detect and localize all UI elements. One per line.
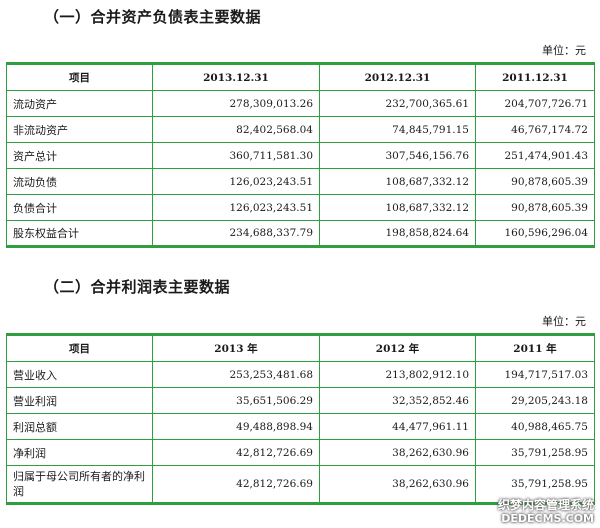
balance-sheet-unit: 单位：元 (542, 44, 586, 57)
table-row: 利润总额 49,488,898.94 44,477,961.11 40,988,… (6, 413, 595, 440)
watermark: 织梦内容管理系统 DEDECMS.COM (498, 498, 594, 526)
header-2012: 2012 年 (319, 334, 476, 362)
cell-value: 307,546,156.76 (319, 142, 476, 169)
table-row: 非流动资产 82,402,568.04 74,845,791.15 46,767… (6, 116, 595, 143)
cell-value: 278,309,013.26 (152, 90, 320, 117)
table-row: 股东权益合计 234,688,337.79 198,858,824.64 160… (6, 220, 595, 247)
income-statement-title: （二）合并利润表主要数据 (44, 278, 231, 296)
table-row: 净利润 42,812,726.69 38,262,630.96 35,791,2… (6, 439, 595, 466)
cell-value: 234,688,337.79 (152, 220, 320, 247)
row-label: 净利润 (6, 439, 153, 466)
row-label: 流动负债 (6, 168, 153, 195)
row-label: 股东权益合计 (6, 220, 153, 247)
cell-value: 198,858,824.64 (319, 220, 476, 247)
cell-value: 40,988,465.75 (475, 413, 595, 440)
income-statement-table: 项目 2013 年 2012 年 2011 年 营业收入 253,253,481… (6, 333, 595, 505)
watermark-line-1: 织梦内容管理系统 (497, 498, 594, 512)
row-label: 归属于母公司所有者的净利润 (6, 465, 153, 504)
cell-value: 251,474,901.43 (475, 142, 595, 169)
cell-value: 49,488,898.94 (152, 413, 320, 440)
row-label: 营业收入 (6, 361, 153, 388)
cell-value: 232,700,365.61 (319, 90, 476, 117)
cell-value: 253,253,481.68 (152, 361, 320, 388)
table-header-row: 项目 2013 年 2012 年 2011 年 (6, 334, 595, 362)
cell-value: 35,791,258.95 (475, 465, 595, 504)
table-row: 营业收入 253,253,481.68 213,802,912.10 194,7… (6, 361, 595, 388)
cell-value: 126,023,243.51 (152, 194, 320, 221)
table-row: 资产总计 360,711,581.30 307,546,156.76 251,4… (6, 142, 595, 169)
cell-value: 82,402,568.04 (152, 116, 320, 143)
watermark-line-2: DEDECMS.COM (501, 512, 594, 525)
cell-value: 74,845,791.15 (319, 116, 476, 143)
row-label: 流动资产 (6, 90, 153, 117)
cell-value: 160,596,296.04 (475, 220, 595, 247)
row-label: 资产总计 (6, 142, 153, 169)
table-header-row: 项目 2013.12.31 2012.12.31 2011.12.31 (6, 63, 595, 91)
header-item: 项目 (6, 334, 153, 362)
cell-value: 194,717,517.03 (475, 361, 595, 388)
header-2013: 2013 年 (152, 334, 320, 362)
cell-value: 42,812,726.69 (152, 439, 320, 466)
cell-value: 360,711,581.30 (152, 142, 320, 169)
cell-value: 213,802,912.10 (319, 361, 476, 388)
header-item: 项目 (6, 63, 153, 91)
cell-value: 35,791,258.95 (475, 439, 595, 466)
table-row: 归属于母公司所有者的净利润 42,812,726.69 38,262,630.9… (6, 465, 595, 504)
cell-value: 46,767,174.72 (475, 116, 595, 143)
header-2011: 2011 年 (475, 334, 595, 362)
cell-value: 90,878,605.39 (475, 168, 595, 195)
cell-value: 29,205,243.18 (475, 387, 595, 414)
header-2011: 2011.12.31 (475, 63, 595, 91)
row-label: 负债合计 (6, 194, 153, 221)
cell-value: 126,023,243.51 (152, 168, 320, 195)
income-statement-unit: 单位：元 (542, 315, 586, 328)
cell-value: 42,812,726.69 (152, 465, 320, 504)
header-2013: 2013.12.31 (152, 63, 320, 91)
cell-value: 35,651,506.29 (152, 387, 320, 414)
table-row: 营业利润 35,651,506.29 32,352,852.46 29,205,… (6, 387, 595, 414)
row-label: 营业利润 (6, 387, 153, 414)
cell-value: 90,878,605.39 (475, 194, 595, 221)
table-row: 流动资产 278,309,013.26 232,700,365.61 204,7… (6, 90, 595, 117)
header-2012: 2012.12.31 (319, 63, 476, 91)
cell-value: 204,707,726.71 (475, 90, 595, 117)
table-row: 负债合计 126,023,243.51 108,687,332.12 90,87… (6, 194, 595, 221)
table-row: 流动负债 126,023,243.51 108,687,332.12 90,87… (6, 168, 595, 195)
balance-sheet-title: （一）合并资产负债表主要数据 (44, 8, 262, 26)
cell-value: 108,687,332.12 (319, 168, 476, 195)
balance-sheet-table: 项目 2013.12.31 2012.12.31 2011.12.31 流动资产… (6, 62, 595, 248)
cell-value: 32,352,852.46 (319, 387, 476, 414)
cell-value: 38,262,630.96 (319, 465, 476, 504)
row-label: 利润总额 (6, 413, 153, 440)
cell-value: 44,477,961.11 (319, 413, 476, 440)
cell-value: 108,687,332.12 (319, 194, 476, 221)
row-label: 非流动资产 (6, 116, 153, 143)
cell-value: 38,262,630.96 (319, 439, 476, 466)
